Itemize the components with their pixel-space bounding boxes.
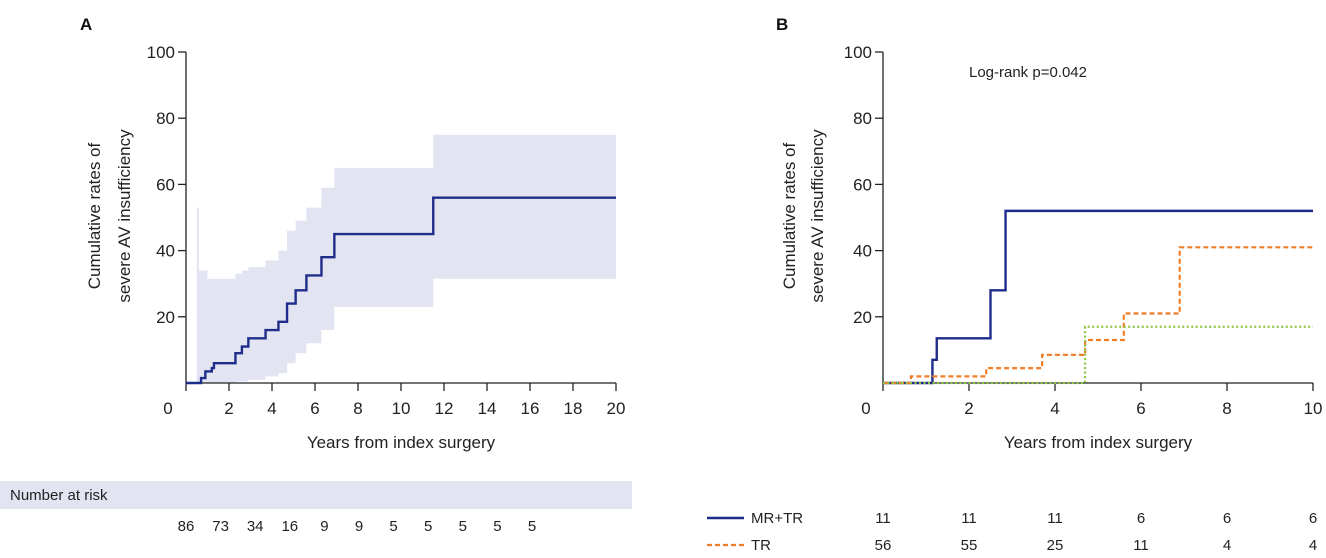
y-tick-label: 80 xyxy=(853,109,872,128)
tick-labels: 20 40 60 80 100 0 2 4 6 8 10 12 14 16 18 20 xyxy=(147,43,626,418)
x-tick-label: 4 xyxy=(267,399,276,418)
risk-header-band xyxy=(0,481,632,509)
origin-label: 0 xyxy=(163,399,172,418)
risk-count: 34 xyxy=(247,518,264,535)
y-axis-title-line2: severe AV insufficiency xyxy=(115,129,134,303)
x-tick-label: 10 xyxy=(1304,399,1323,418)
legend-label: TR xyxy=(751,537,771,554)
risk-count: 6 xyxy=(1309,510,1317,527)
x-tick-label: 18 xyxy=(564,399,583,418)
x-tick-label: 8 xyxy=(353,399,362,418)
origin-label: 0 xyxy=(861,399,870,418)
y-axis-title-line1: Cumulative rates of xyxy=(85,142,104,289)
risk-count: 5 xyxy=(389,518,397,535)
y-tick-label: 40 xyxy=(853,242,872,261)
risk-count: 11 xyxy=(1047,510,1063,527)
axes xyxy=(178,51,617,391)
x-tick-label: 12 xyxy=(435,399,454,418)
x-tick-label: 2 xyxy=(224,399,233,418)
y-tick-label: 100 xyxy=(844,43,872,62)
y-axis-title-line1: Cumulative rates of xyxy=(780,142,799,289)
km-curve xyxy=(186,196,616,385)
risk-count: 86 xyxy=(178,518,195,535)
risk-count: 25 xyxy=(1047,537,1064,554)
series-lines xyxy=(186,196,616,385)
km-curve-mr xyxy=(883,325,1313,385)
panel-b-label: B xyxy=(776,15,788,34)
x-tick-label: 4 xyxy=(1050,399,1059,418)
risk-table: MR+TR111111666TR5655251144MR19143333 xyxy=(707,510,1317,554)
ci-band-area xyxy=(196,134,616,383)
risk-count: 9 xyxy=(320,518,328,535)
risk-count: 11 xyxy=(1133,537,1149,554)
x-tick-label: 14 xyxy=(478,399,497,418)
x-axis-title: Years from index surgery xyxy=(307,433,496,452)
confidence-band xyxy=(196,134,616,383)
panel-a-label: A xyxy=(80,15,92,34)
y-tick-label: 100 xyxy=(147,43,175,62)
log-rank-annotation: Log-rank p=0.042 xyxy=(969,64,1087,81)
risk-count: 11 xyxy=(961,510,977,527)
risk-count: 5 xyxy=(493,518,501,535)
y-tick-label: 60 xyxy=(156,175,175,194)
x-axis-title: Years from index surgery xyxy=(1004,433,1193,452)
km-curve-mr_tr xyxy=(883,209,1313,385)
risk-count: 4 xyxy=(1223,537,1231,554)
risk-count: 5 xyxy=(424,518,432,535)
x-tick-label: 20 xyxy=(607,399,626,418)
risk-count: 5 xyxy=(459,518,467,535)
risk-count: 16 xyxy=(281,518,298,535)
risk-count: 9 xyxy=(355,518,363,535)
y-tick-label: 20 xyxy=(156,308,175,327)
series-lines xyxy=(883,209,1313,385)
tick-labels: 20 40 60 80 100 0 2 4 6 8 10 xyxy=(844,43,1323,418)
x-tick-label: 8 xyxy=(1222,399,1231,418)
risk-count: 5 xyxy=(528,518,536,535)
risk-header: Number at risk xyxy=(10,487,108,504)
risk-count: 4 xyxy=(1309,537,1317,554)
panel-a: A 20 40 60 80 100 0 2 4 6 8 10 12 14 16 18 20 Cumulativ… xyxy=(0,15,632,535)
risk-count: 73 xyxy=(212,518,229,535)
x-tick-label: 2 xyxy=(964,399,973,418)
y-tick-label: 20 xyxy=(853,308,872,327)
y-tick-label: 60 xyxy=(853,175,872,194)
risk-row: 86 73 34 16 9 9 5 5 5 5 5 xyxy=(178,518,537,535)
risk-count: 11 xyxy=(875,510,891,527)
y-axis-title-line2: severe AV insufficiency xyxy=(808,129,827,303)
km-curve-tr xyxy=(883,246,1313,385)
y-tick-label: 40 xyxy=(156,242,175,261)
x-tick-label: 16 xyxy=(521,399,540,418)
legend-label: MR+TR xyxy=(751,510,803,527)
y-tick-label: 80 xyxy=(156,109,175,128)
risk-count: 6 xyxy=(1137,510,1145,527)
x-tick-label: 6 xyxy=(1136,399,1145,418)
risk-count: 6 xyxy=(1223,510,1231,527)
risk-count: 56 xyxy=(875,537,892,554)
axes xyxy=(875,51,1314,391)
x-tick-label: 6 xyxy=(310,399,319,418)
panel-b: B 20 40 60 80 100 0 2 4 6 8 10 Log-rank p=0.042 Cu… xyxy=(707,15,1323,554)
x-tick-label: 10 xyxy=(392,399,411,418)
risk-count: 55 xyxy=(961,537,978,554)
